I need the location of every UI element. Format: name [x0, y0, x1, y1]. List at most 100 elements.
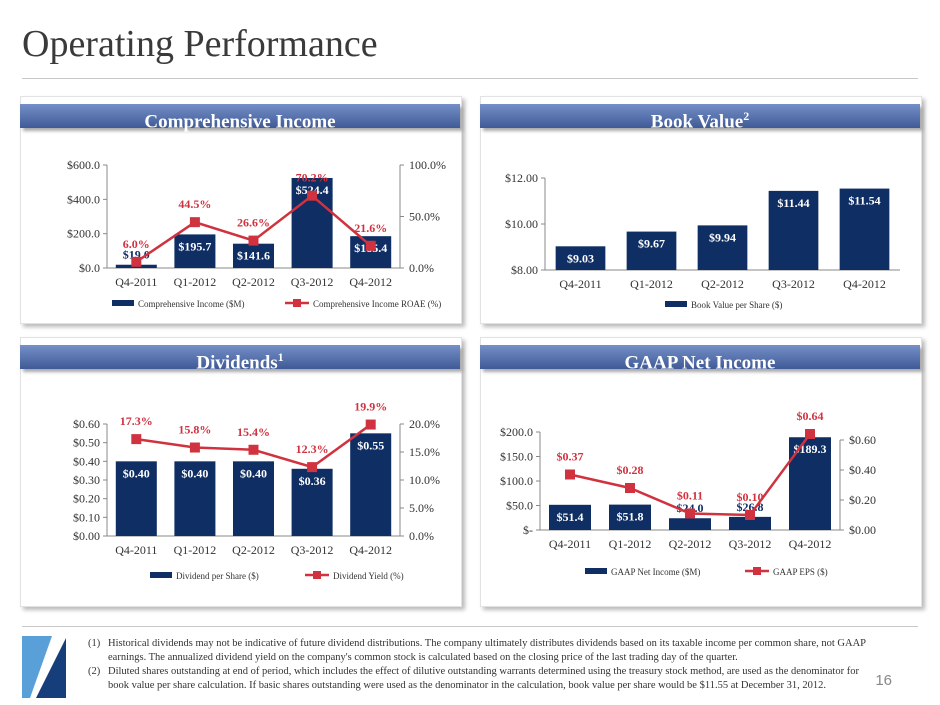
y-tick-label: $150.0 [500, 450, 533, 464]
bar-data-label: $0.40 [181, 466, 208, 480]
line-data-label: 70.2% [296, 171, 329, 185]
line-marker [565, 469, 575, 480]
legend-marker [753, 567, 761, 575]
company-logo [22, 636, 66, 698]
y-tick-label: $0.60 [73, 417, 100, 431]
x-tick-label: Q1-2012 [609, 537, 652, 551]
bar-data-label: $141.6 [237, 249, 270, 263]
legend-swatch-bar [665, 301, 687, 307]
x-tick-label: Q4-2011 [115, 275, 157, 289]
x-tick-label: Q2-2012 [232, 275, 275, 289]
x-tick-label: Q3-2012 [291, 275, 334, 289]
line-marker [745, 510, 755, 520]
x-tick-label: Q1-2012 [174, 543, 217, 557]
panel-header-dividends: Dividends1 [20, 345, 460, 373]
y2-tick-label: 15.0% [409, 445, 440, 459]
panel-title: Book Value [650, 111, 744, 133]
line-marker [307, 462, 318, 473]
y2-tick-label: $0.60 [849, 433, 876, 447]
x-tick-label: Q4-2011 [115, 543, 157, 557]
legend-marker [313, 571, 321, 579]
bar [839, 188, 890, 270]
title-divider [22, 78, 918, 79]
line-marker [307, 190, 318, 201]
y2-tick-label: $0.20 [849, 493, 876, 507]
bar-data-label: $51.8 [617, 510, 644, 524]
x-tick-label: Q2-2012 [701, 277, 744, 291]
legend-label: GAAP Net Income ($M) [611, 567, 700, 577]
line-marker [189, 217, 200, 228]
bar [609, 504, 651, 530]
line-marker [248, 444, 259, 455]
x-tick-label: Q2-2012 [669, 537, 712, 551]
page-number: 16 [875, 672, 892, 689]
y2-tick-label: 0.0% [409, 529, 434, 543]
line-marker [805, 429, 815, 439]
panel-title: Comprehensive Income [144, 111, 336, 133]
panel-header-gaap-net-income: GAAP Net Income [480, 345, 920, 373]
bar-data-label: $0.55 [357, 438, 384, 452]
legend-label: GAAP EPS ($) [773, 567, 828, 577]
panel-header-book-value: Book Value2 [480, 104, 920, 132]
y-tick-label: $600.0 [67, 158, 100, 172]
footnote-1: (1) Historical dividends may not be indic… [88, 638, 866, 663]
bar-data-label: $0.40 [240, 466, 267, 480]
y-tick-label: $100.0 [500, 474, 533, 488]
y-tick-label: $400.0 [67, 192, 100, 206]
y-tick-label: $0.10 [73, 510, 100, 524]
y2-tick-label: 50.0% [409, 210, 440, 224]
bar-data-label: $0.40 [123, 466, 150, 480]
line-data-label: 17.3% [120, 414, 153, 428]
line-data-label: $0.64 [797, 409, 824, 423]
y-tick-label: $12.00 [505, 171, 538, 185]
x-tick-label: Q4-2012 [789, 537, 832, 551]
y-tick-label: $200.0 [67, 227, 100, 241]
bar [232, 243, 275, 268]
line-marker [189, 442, 200, 453]
line-marker [131, 434, 142, 445]
bar [669, 518, 711, 530]
y-tick-label: $- [523, 523, 533, 537]
page-title: Operating Performance [22, 23, 378, 65]
line-data-label: 21.6% [354, 221, 387, 235]
x-tick-label: Q3-2012 [729, 537, 772, 551]
y2-tick-label: 20.0% [409, 417, 440, 431]
y2-tick-label: 10.0% [409, 473, 440, 487]
panel-comprehensive-income [20, 96, 462, 324]
y2-tick-label: 5.0% [409, 501, 434, 515]
line-marker [685, 508, 695, 519]
bar-data-label: $0.36 [299, 474, 326, 488]
x-tick-label: Q4-2012 [843, 277, 886, 291]
x-tick-label: Q4-2012 [349, 543, 392, 557]
y2-tick-label: 0.0% [409, 261, 434, 275]
line-marker [365, 240, 376, 251]
y2-tick-label: 100.0% [409, 158, 446, 172]
line-data-label: 19.9% [354, 400, 387, 414]
y-tick-label: $0.20 [73, 492, 100, 506]
line-data-label: 26.6% [237, 216, 270, 230]
bar [697, 225, 748, 270]
x-tick-label: Q1-2012 [630, 277, 673, 291]
y-tick-label: $0.50 [73, 436, 100, 450]
panel-title: Dividends [196, 352, 278, 374]
y-tick-label: $10.00 [505, 217, 538, 231]
line-data-label: $0.37 [557, 450, 584, 464]
bar [174, 234, 216, 268]
y2-tick-label: $0.40 [849, 463, 876, 477]
y-tick-label: $0.0 [79, 261, 100, 275]
y-tick-label: $0.30 [73, 473, 100, 487]
legend-swatch-bar [585, 568, 607, 574]
bar [729, 516, 771, 530]
line-data-label: $0.10 [737, 490, 764, 504]
bar-data-label: $195.7 [178, 239, 211, 253]
line-data-label: 6.0% [123, 237, 150, 251]
legend-label: Comprehensive Income ROAE (%) [313, 299, 441, 309]
panel-header-comprehensive-income: Comprehensive Income [20, 104, 460, 132]
bar-data-label: $11.44 [777, 196, 809, 210]
x-tick-label: Q2-2012 [232, 543, 275, 557]
panel-title: GAAP Net Income [624, 352, 776, 374]
y-tick-label: $8.00 [511, 263, 538, 277]
y-tick-label: $50.0 [506, 499, 533, 513]
footer-divider [22, 626, 918, 627]
legend-swatch-bar [112, 300, 134, 306]
